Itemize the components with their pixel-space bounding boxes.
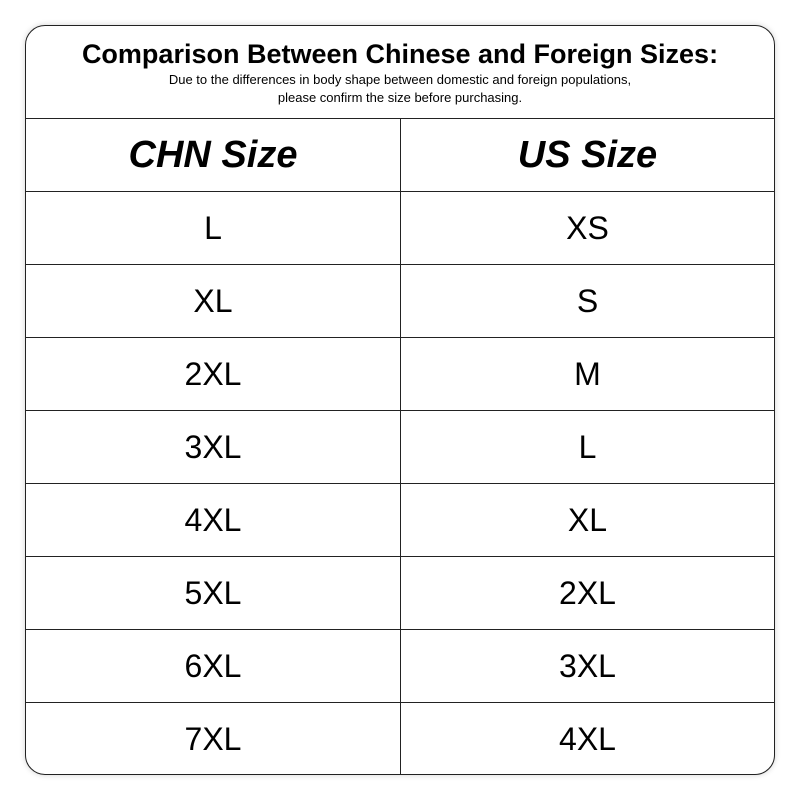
table-row: 7XL 4XL bbox=[26, 703, 774, 774]
column-header-us: US Size bbox=[517, 133, 658, 176]
chart-subtitle-line2: please confirm the size before purchasin… bbox=[277, 90, 523, 105]
chart-header: Comparison Between Chinese and Foreign S… bbox=[26, 26, 774, 119]
chn-size-cell: 6XL bbox=[26, 630, 401, 702]
table-row: 2XL M bbox=[26, 338, 774, 411]
chn-size-cell: 3XL bbox=[26, 411, 401, 483]
us-size-cell: XL bbox=[567, 501, 608, 538]
chn-size-cell: 4XL bbox=[26, 484, 401, 556]
table-row: 5XL 2XL bbox=[26, 557, 774, 630]
table-row: L XS bbox=[26, 192, 774, 265]
table-row: 4XL XL bbox=[26, 484, 774, 557]
chart-subtitle-line1: Due to the differences in body shape bet… bbox=[168, 72, 632, 87]
us-size-cell: M bbox=[574, 355, 601, 392]
column-header-chn: CHN Size bbox=[26, 119, 401, 191]
chn-size-cell: 7XL bbox=[26, 703, 401, 774]
table-header-row: CHN Size US Size bbox=[26, 119, 774, 192]
table-row: 6XL 3XL bbox=[26, 630, 774, 703]
us-size-cell: 3XL bbox=[559, 647, 616, 684]
chn-size-cell: 5XL bbox=[26, 557, 401, 629]
us-size-cell: L bbox=[578, 428, 597, 465]
chart-title: Comparison Between Chinese and Foreign S… bbox=[81, 39, 719, 69]
chn-size-cell: L bbox=[26, 192, 401, 264]
size-chart: Comparison Between Chinese and Foreign S… bbox=[25, 25, 775, 775]
us-size-cell: XS bbox=[566, 209, 609, 246]
chn-size-cell: XL bbox=[26, 265, 401, 337]
chn-size-cell: 2XL bbox=[26, 338, 401, 410]
us-size-cell: 4XL bbox=[559, 720, 616, 757]
us-size-cell: S bbox=[576, 282, 599, 319]
us-size-cell: 2XL bbox=[559, 574, 616, 611]
table-row: 3XL L bbox=[26, 411, 774, 484]
table-row: XL S bbox=[26, 265, 774, 338]
